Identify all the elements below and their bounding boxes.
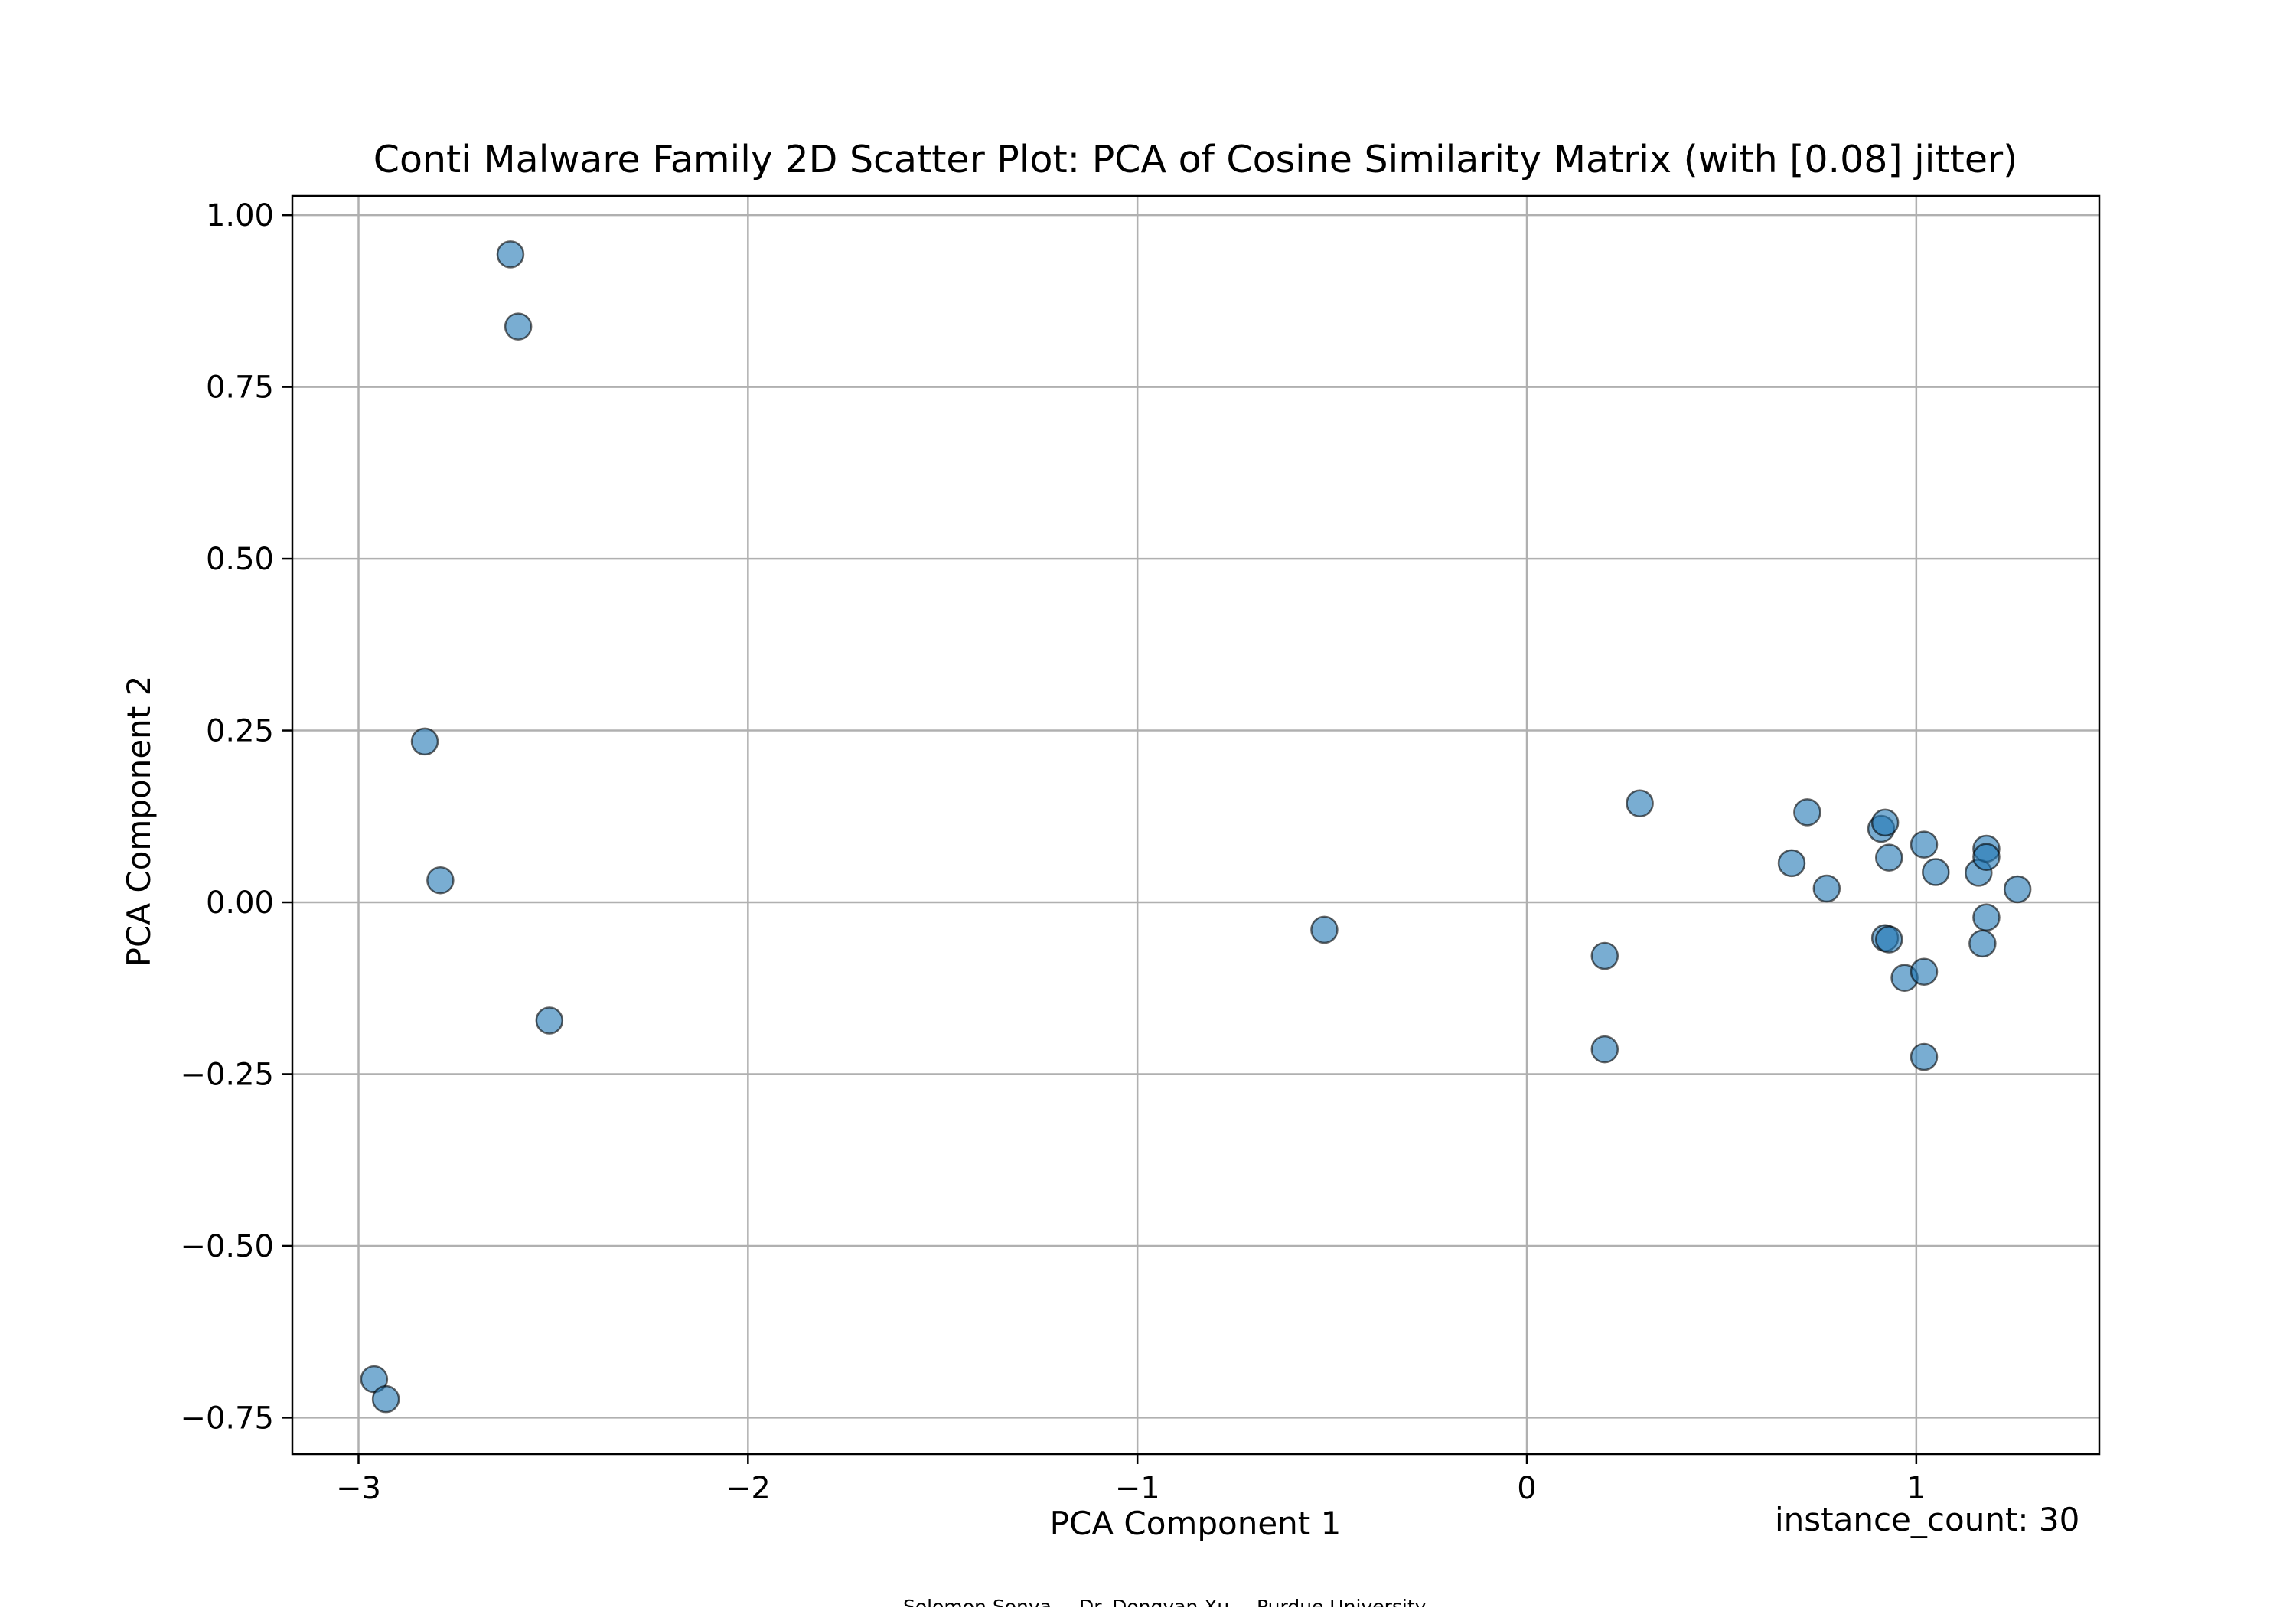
x-axis-label: PCA Component 1 xyxy=(1050,1505,1342,1542)
scatter-point xyxy=(1777,849,1806,878)
chart-title: Conti Malware Family 2D Scatter Plot: PC… xyxy=(373,138,2018,181)
scatter-point xyxy=(1590,941,1619,970)
scatter-point xyxy=(1910,1042,1939,1071)
x-tick-label: −3 xyxy=(336,1471,381,1506)
footer-author-1: Solomon Sonya xyxy=(903,1596,1052,1607)
x-tick-label: −1 xyxy=(1115,1471,1160,1506)
scatter-point xyxy=(1870,808,1900,837)
scatter-point xyxy=(1972,843,2001,872)
y-tick-label: 0.25 xyxy=(206,714,274,749)
footer-author-2: Dr. Dongyan Xu xyxy=(1079,1596,1229,1607)
y-tick-label: 0.50 xyxy=(206,542,274,577)
scatter-point xyxy=(2003,875,2032,904)
scatter-point xyxy=(371,1384,400,1414)
scatter-point xyxy=(1968,929,1997,958)
y-tick-label: 0.75 xyxy=(206,370,274,406)
y-tick-label: 0.00 xyxy=(206,885,274,921)
y-tick-label: −0.25 xyxy=(180,1057,274,1092)
scatter-point xyxy=(1793,798,1821,827)
scatter-point xyxy=(426,866,455,895)
scatter-point xyxy=(535,1006,564,1035)
scatter-point xyxy=(1626,789,1654,817)
grid-lines xyxy=(292,196,2099,1454)
x-tick-label: 0 xyxy=(1517,1471,1536,1506)
scatter-point xyxy=(1590,1035,1619,1064)
scatter-point xyxy=(410,727,439,756)
scatter-point xyxy=(1310,915,1339,944)
scatter-point xyxy=(1972,903,2001,932)
instance-count-annotation: instance_count: 30 xyxy=(1775,1501,2079,1538)
axis-ticks: −3 −2 −1 0 1 1.00 0.75 0.50 0.25 0.00 −0.25 −0.50 −0… xyxy=(180,198,1926,1506)
scatter-point xyxy=(1812,874,1841,903)
y-tick-label: 1.00 xyxy=(206,198,274,233)
scatter-point xyxy=(1874,925,1903,954)
y-tick-label: −0.50 xyxy=(180,1229,274,1264)
footer-affiliation: Purdue University xyxy=(1257,1596,1427,1607)
data-points xyxy=(360,240,2032,1414)
plot-frame xyxy=(291,194,2101,1456)
scatter-point xyxy=(1874,843,1903,872)
scatter-point xyxy=(504,312,533,341)
scatter-point xyxy=(1910,830,1939,859)
scatter-point xyxy=(1910,957,1939,986)
y-axis-label: PCA Component 2 xyxy=(120,676,158,967)
scatter-point xyxy=(1922,858,1950,886)
x-tick-label: 1 xyxy=(1906,1471,1926,1506)
y-tick-label: −0.75 xyxy=(180,1401,274,1436)
x-tick-label: −2 xyxy=(726,1471,771,1506)
scatter-point xyxy=(496,240,525,269)
